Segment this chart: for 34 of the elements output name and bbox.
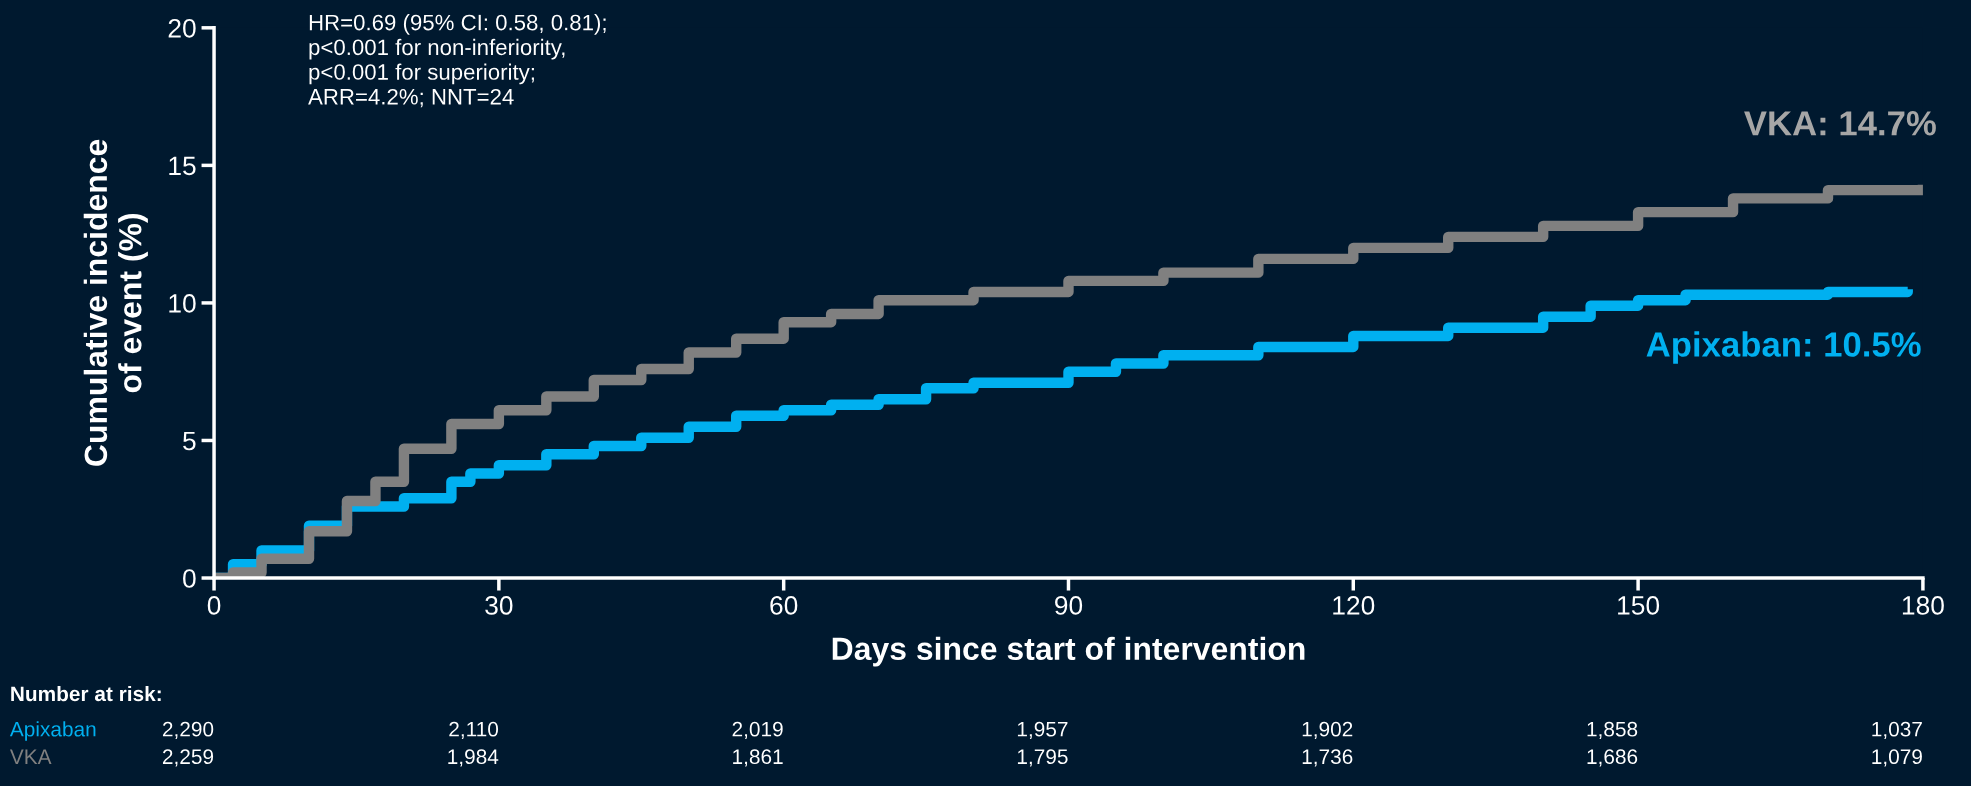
y-axis-title: Cumulative incidence of event (%): [83, 139, 148, 466]
text: Apixaban: [9, 721, 96, 741]
y-tick-label: 0: [183, 569, 196, 588]
x-tick-label: 150: [1618, 596, 1660, 615]
x-tick-label: 180: [1902, 596, 1944, 615]
text: 2,110: [449, 721, 499, 740]
text: 1,984: [448, 749, 499, 767]
annotation: Apixaban: 10.5%: [1646, 331, 1921, 364]
y-tick-label: 15: [169, 156, 196, 176]
text: 1,686: [1587, 749, 1638, 767]
text: 1,037: [1872, 721, 1922, 740]
text: 2,019: [732, 721, 783, 740]
text: 1,079: [1872, 749, 1922, 767]
x-tick-label: 90: [1055, 596, 1083, 615]
text: 1,795: [1017, 749, 1068, 767]
text: 1,736: [1302, 749, 1353, 767]
annotation: VKA: 14.7%: [1744, 111, 1936, 136]
x-tick-label: 0: [207, 596, 221, 615]
y-tick-label: 5: [183, 431, 196, 451]
x-tick-label: 30: [485, 596, 513, 615]
text: VKA: [9, 749, 52, 764]
text: 1,902: [1302, 721, 1353, 740]
text: 2,259: [162, 749, 214, 767]
text: 2,290: [162, 721, 214, 740]
annotation: HR=0.69 (95% CI: 0.58, 0.81); p<0.001 for non-inferiority, p<0.001 for superiority; ARR=4.2%; NNT=24: [308, 14, 606, 108]
text: Number at risk:: [11, 685, 161, 702]
x-tick-label: 120: [1333, 596, 1375, 615]
text: 1,861: [733, 749, 783, 767]
x-tick-label: 60: [770, 596, 798, 615]
text: 1,858: [1587, 721, 1638, 740]
y-tick-label: 10: [169, 294, 196, 313]
x-axis-title: Days since start of intervention: [832, 636, 1305, 667]
text: 1,957: [1017, 721, 1068, 740]
y-tick-label: 20: [168, 18, 196, 38]
